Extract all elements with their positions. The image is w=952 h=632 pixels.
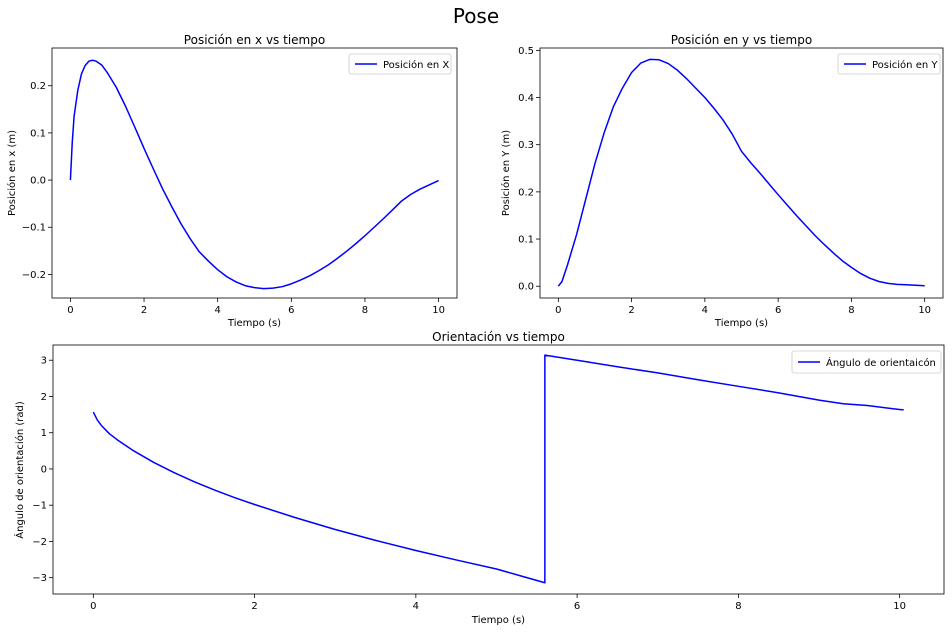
subplot-y-position: Posición en y vs tiempo 0 2 4 6 8 10 0.00.10.… [500, 33, 944, 329]
subplot-orientation: Orientación vs tiempo 0 2 4 6 8 10 −3 −2 −1 0 1 2 3… [13, 330, 945, 626]
y-tick-label: −1 [32, 501, 47, 512]
x-tick-label: 0 [90, 601, 96, 612]
plot-area [539, 47, 944, 299]
legend: Posición en X [348, 53, 452, 75]
legend: Posición en Y [837, 53, 941, 75]
x-tick-label: 0 [555, 305, 561, 316]
series-line [557, 58, 925, 287]
y-ticks: −3 −2 −1 0 1 2 3 [32, 356, 53, 584]
y-tick-label: 3 [41, 356, 47, 367]
series-group [557, 58, 925, 287]
plot-area [52, 344, 945, 595]
x-tick-label: 6 [775, 305, 781, 316]
y-tick-label: 0.2 [30, 81, 46, 92]
x-tick-label: 6 [574, 601, 580, 612]
y-axis-label: Posición en x (m) [6, 130, 18, 216]
y-axis-label: Ángulo de orientación (rad) [13, 401, 26, 539]
legend-label: Posición en X [383, 59, 449, 71]
y-axis-label: Posición en Y (m) [500, 130, 512, 216]
x-tick-label: 4 [413, 601, 419, 612]
y-tick-label: 1 [41, 428, 47, 439]
y-tick-label: −0.2 [22, 270, 46, 281]
x-axis-label: Tiempo (s) [471, 615, 525, 626]
x-tick-label: 10 [893, 601, 906, 612]
subplot-title: Posición en x vs tiempo [184, 33, 325, 47]
x-tick-label: 6 [288, 305, 294, 316]
x-tick-label: 8 [848, 305, 854, 316]
y-tick-label: −2 [32, 537, 47, 548]
legend-frame [791, 350, 942, 374]
y-tick-label: 0.5 [518, 46, 534, 57]
y-ticks: 0.0 0.1 0.2 0.3 0.4 0.5 [518, 46, 540, 293]
figure-suptitle: Pose [453, 4, 499, 28]
subplot-x-position: Posición en x vs tiempo 0 2 4 6 8 10 −0.2 −0.1… [6, 33, 458, 329]
series-group [69, 59, 439, 290]
x-tick-label: 10 [918, 305, 931, 316]
x-ticks: 0 2 4 6 8 10 [555, 298, 931, 316]
y-tick-label: 0.0 [30, 176, 46, 187]
legend-frame [348, 53, 452, 75]
subplot-title: Orientación vs tiempo [432, 330, 565, 344]
series-line [92, 354, 904, 584]
legend-label: Posición en Y [872, 59, 938, 71]
legend-label: Ángulo de orientaicón [826, 356, 936, 369]
x-axis-label: Tiempo (s) [714, 318, 768, 329]
legend: Ángulo de orientaicón [791, 350, 942, 374]
x-tick-label: 4 [702, 305, 708, 316]
y-ticks: −0.2 −0.1 0.0 0.1 0.2 [22, 81, 52, 281]
y-tick-label: 0.1 [30, 128, 46, 139]
legend-frame [837, 53, 941, 75]
y-tick-label: 0.2 [518, 187, 534, 198]
y-tick-label: 0 [41, 464, 47, 475]
y-tick-label: 0.4 [518, 93, 534, 104]
y-tick-label: −3 [32, 573, 47, 584]
y-tick-label: 2 [41, 392, 47, 403]
x-tick-label: 2 [251, 601, 257, 612]
x-tick-label: 10 [432, 305, 445, 316]
series-group [92, 354, 904, 584]
x-axis-label: Tiempo (s) [227, 318, 281, 329]
series-line [69, 59, 439, 290]
y-tick-label: 0.3 [518, 140, 534, 151]
x-ticks: 0 2 4 6 8 10 [67, 298, 445, 316]
x-tick-label: 2 [628, 305, 634, 316]
subplot-title: Posición en y vs tiempo [671, 33, 812, 47]
x-tick-label: 4 [214, 305, 220, 316]
y-tick-label: 0.0 [518, 282, 534, 293]
plot-area [51, 47, 458, 299]
x-tick-label: 2 [141, 305, 147, 316]
y-tick-label: 0.1 [518, 235, 534, 246]
y-tick-label: −0.1 [22, 223, 46, 234]
x-tick-label: 8 [362, 305, 368, 316]
x-tick-label: 0 [67, 305, 73, 316]
x-tick-label: 8 [735, 601, 741, 612]
x-ticks: 0 2 4 6 8 10 [90, 594, 906, 612]
